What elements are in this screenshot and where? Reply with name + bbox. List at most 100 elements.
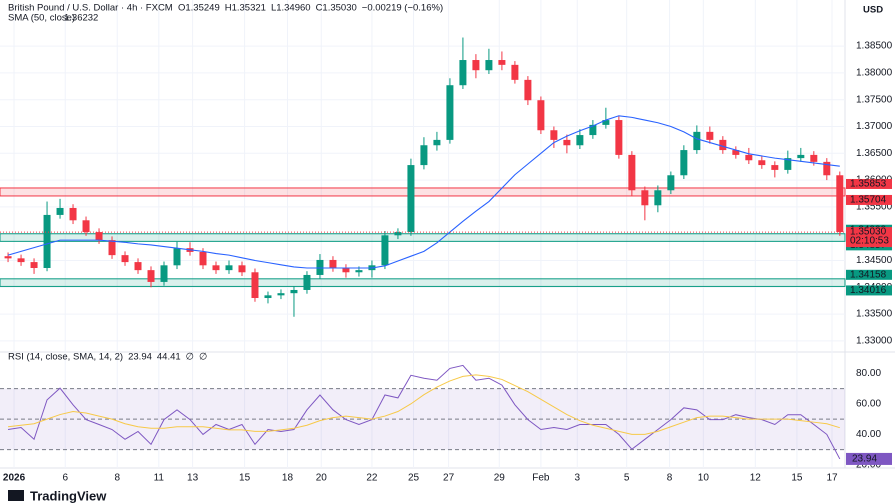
candle-body xyxy=(472,60,480,71)
rsi-extra: ∅ xyxy=(199,352,207,363)
x-tick-label: 29 xyxy=(494,473,506,484)
y-tick-label: 60.00 xyxy=(856,399,881,410)
last-price-tag xyxy=(846,227,892,248)
candle-body xyxy=(641,190,649,206)
x-tick-label: 2026 xyxy=(3,473,26,484)
candle-body xyxy=(680,150,688,176)
ohlc-value: −0.00219 (−0.16%) xyxy=(362,3,443,14)
candle-body xyxy=(212,265,220,271)
y-tick-label: 1.35500 xyxy=(856,202,893,213)
zone xyxy=(0,233,846,242)
y-tick-label: 40.00 xyxy=(856,429,881,440)
y-tick-label: 1.33000 xyxy=(856,336,893,347)
candle-body xyxy=(602,120,610,125)
candle-body xyxy=(550,130,558,140)
candle-body xyxy=(199,251,207,266)
x-tick-label: Feb xyxy=(532,473,550,484)
candle-body xyxy=(732,150,740,155)
ohlc-value: O1.35249 xyxy=(178,3,220,14)
x-tick-label: 25 xyxy=(408,473,420,484)
x-tick-label: 6 xyxy=(62,473,68,484)
y-tick-label: 1.38500 xyxy=(856,41,893,52)
ohlc-value: L1.34960 xyxy=(271,3,311,14)
candle-body xyxy=(537,100,545,131)
rsi-tag-label: 23.94 xyxy=(852,454,877,465)
candle-body xyxy=(342,267,350,273)
candle-body xyxy=(667,175,675,191)
candle-body xyxy=(95,232,103,241)
sma-legend[interactable]: SMA (50, close) xyxy=(8,13,75,24)
candle-body xyxy=(303,274,311,290)
candle-body xyxy=(576,135,584,146)
candle-body xyxy=(238,265,246,273)
x-tick-label: 22 xyxy=(366,473,378,484)
candle-body xyxy=(719,139,727,151)
candle-body xyxy=(264,295,272,299)
candle-body xyxy=(30,262,38,268)
candle-body xyxy=(43,214,51,268)
price-tag-label: 1.34158 xyxy=(850,269,887,280)
candle-body xyxy=(498,60,506,65)
logo-icon[interactable] xyxy=(8,490,24,501)
candle-body xyxy=(108,240,116,256)
candle-body xyxy=(225,265,233,271)
y-tick-label: 1.37500 xyxy=(856,94,893,105)
candle-body xyxy=(251,272,259,299)
y-tick-label: 1.37000 xyxy=(856,121,893,132)
price-tag xyxy=(846,269,892,280)
x-tick-label: 11 xyxy=(154,473,165,484)
countdown: 02:10:53 xyxy=(850,236,889,247)
candle-body xyxy=(394,232,402,236)
candle-body xyxy=(407,165,415,233)
last-price-label: 1.35030 xyxy=(850,227,887,238)
candle-body xyxy=(56,207,64,215)
candle-body xyxy=(836,175,844,233)
x-tick-label: 8 xyxy=(667,473,673,484)
price-tag-label: 1.34016 xyxy=(850,285,887,296)
candle-body xyxy=(147,270,155,282)
sma-line xyxy=(7,115,840,269)
x-tick-label: 5 xyxy=(624,473,630,484)
currency-label[interactable]: USD xyxy=(863,5,883,16)
y-tick-label: 1.33500 xyxy=(856,309,893,320)
candle-body xyxy=(784,158,792,170)
symbol-title[interactable]: British Pound / U.S. Dollar · 4h · FXCM xyxy=(8,3,173,14)
price-tag-label: 1.35853 xyxy=(850,179,887,190)
candle-body xyxy=(121,255,129,263)
x-tick-label: 13 xyxy=(187,473,199,484)
x-tick-label: 18 xyxy=(282,473,294,484)
candle-body xyxy=(758,160,766,166)
x-tick-label: 10 xyxy=(698,473,710,484)
candle-body xyxy=(615,120,623,155)
rsi-legend[interactable]: RSI (14, close, SMA, 14, 2) xyxy=(8,352,123,363)
y-tick-label: 1.34500 xyxy=(856,255,893,266)
x-tick-label: 17 xyxy=(826,473,838,484)
zone xyxy=(0,278,846,287)
candle-body xyxy=(511,64,519,80)
rsi-value: 23.94 xyxy=(128,352,152,363)
candle-body xyxy=(277,293,285,296)
price-tag xyxy=(846,285,892,296)
candle-body xyxy=(797,154,805,159)
candle-body xyxy=(173,248,181,266)
candle-body xyxy=(771,165,779,170)
candle-body xyxy=(329,259,337,268)
logo[interactable]: TradingView xyxy=(30,488,107,503)
candle-body xyxy=(290,289,298,294)
candle-body xyxy=(446,85,454,140)
y-tick-label: 80.00 xyxy=(856,368,881,379)
y-tick-label: 1.36500 xyxy=(856,148,893,159)
candle-body xyxy=(628,154,636,191)
candle-body xyxy=(355,270,363,273)
candle-body xyxy=(17,258,25,263)
x-tick-label: 15 xyxy=(791,473,803,484)
candle-body xyxy=(82,220,90,233)
candle-body xyxy=(459,60,467,86)
candle-body xyxy=(745,154,753,161)
plot-layer: 1.385001.380001.375001.370001.365001.360… xyxy=(0,0,893,471)
candle-body xyxy=(654,190,662,206)
candle-body xyxy=(693,131,701,151)
candle-body xyxy=(134,262,142,271)
candle-body xyxy=(485,60,493,71)
